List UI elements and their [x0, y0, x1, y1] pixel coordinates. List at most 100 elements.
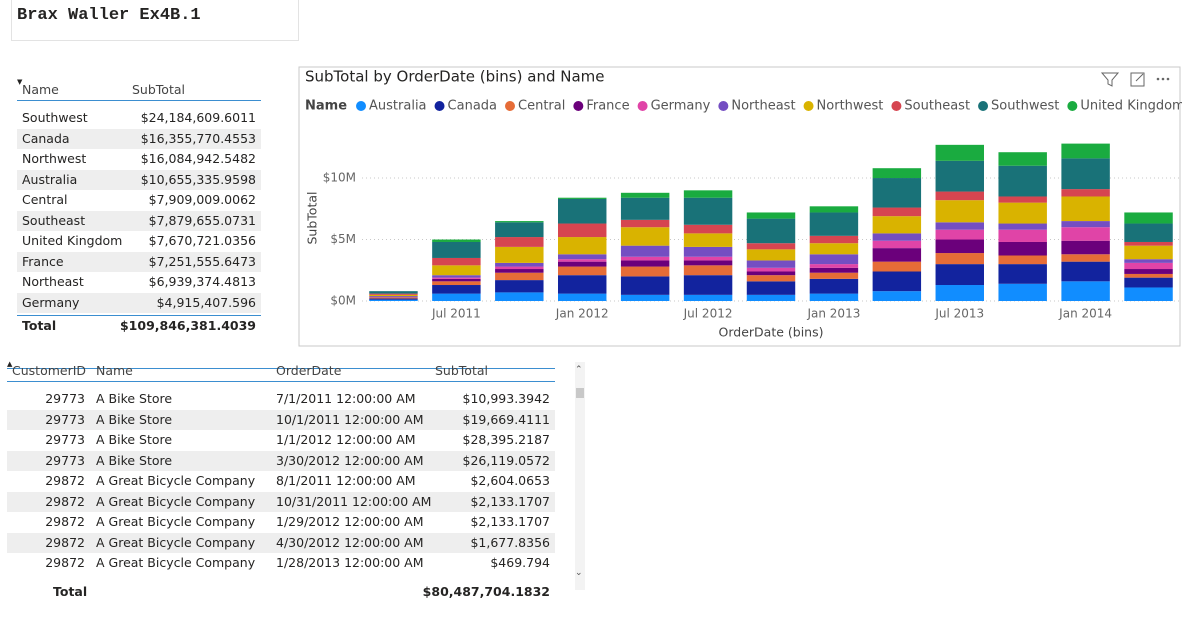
- table-cell: France: [22, 253, 64, 269]
- table-cell: $16,084,942.5482: [140, 151, 256, 166]
- bar-segment: [809, 235, 859, 244]
- table-cell: A Bike Store: [96, 391, 173, 406]
- bar-segment: [683, 224, 733, 234]
- bar-segment: [369, 299, 418, 301]
- bar-segment: [683, 265, 733, 276]
- table-cell: 29872: [45, 514, 85, 529]
- legend-label: France: [586, 99, 629, 114]
- bar-segment: [998, 223, 1047, 230]
- bar-segment: [872, 233, 922, 241]
- chart-title: SubTotal by OrderDate (bins) and Name: [305, 68, 605, 86]
- bar-segment: [1061, 196, 1110, 222]
- chart-visual: SubTotal by OrderDate (bins) and Name Na…: [298, 66, 1182, 347]
- bar-segment: [558, 266, 607, 276]
- scroll-thumb[interactable]: [576, 388, 584, 398]
- bar-segment: [746, 249, 796, 261]
- bar-segment: [495, 262, 544, 267]
- table-cell: 10/31/2011 12:00:00 AM: [276, 493, 431, 509]
- legend-title: Name: [305, 99, 347, 114]
- legend-swatch: [356, 101, 367, 111]
- table-row: 29773 A Bike Store 10/1/2011 12:00:00 AM $1…: [7, 409, 555, 430]
- table-cell: $4,915,407.596: [156, 294, 256, 310]
- bar-segment: [998, 229, 1047, 242]
- table-cell: $10,655,335.9598: [140, 171, 256, 187]
- bar-segment: [495, 221, 544, 223]
- bar-segment: [935, 264, 984, 286]
- bar-segment: [809, 293, 859, 301]
- legend-swatch: [891, 101, 902, 111]
- table-cell: 29872: [45, 493, 85, 509]
- y-tick-label: $0M: [330, 294, 356, 308]
- legend-swatch: [978, 101, 989, 111]
- bar-segment: [495, 272, 544, 281]
- bar-segment: [746, 294, 796, 301]
- bar-segment: [1061, 221, 1110, 228]
- bar-segment: [1061, 227, 1110, 241]
- visual-border: [298, 66, 1181, 347]
- detail-table: CustomerID Name OrderDate SubTotal ▲ 29773 A B…: [7, 360, 557, 605]
- bar-segment: [1124, 241, 1173, 246]
- table-cell: Canada: [22, 130, 70, 146]
- scroll-up[interactable]: ⌃: [575, 365, 583, 375]
- bar-segment: [432, 277, 481, 279]
- bar-segment: [809, 264, 859, 268]
- table-row: Central $7,909,009.0062: [17, 190, 261, 210]
- x-tick-label: Jul 2012: [683, 307, 733, 321]
- table-cell: 10/1/2011 12:00:00 AM: [276, 411, 424, 427]
- bar-segment: [746, 243, 796, 250]
- bar-segment: [432, 239, 481, 242]
- table-cell: A Bike Store: [96, 432, 173, 447]
- table-cell: A Bike Store: [96, 411, 173, 427]
- table-row: Southeast $7,879,655.0731: [17, 210, 261, 231]
- legend-swatch: [434, 101, 445, 111]
- bar-segment: [872, 207, 922, 217]
- x-tick-label: Jan 2014: [1058, 307, 1112, 321]
- table-cell: $2,604.0653: [470, 473, 550, 488]
- filter-icon[interactable]: [1100, 72, 1120, 87]
- table-cell: 3/30/2012 12:00:00 AM: [276, 452, 424, 468]
- bar-segment: [1061, 254, 1110, 262]
- table-cell: $2,133.1707: [470, 493, 550, 509]
- header-row: Name SubTotal: [17, 80, 261, 101]
- bar-segment: [872, 291, 922, 301]
- focus-icon[interactable]: [1130, 72, 1145, 87]
- bar-segment: [1061, 189, 1110, 197]
- legend-label: United Kingdom: [1080, 99, 1182, 114]
- bar-segment: [998, 165, 1047, 197]
- bar-segment: [369, 298, 418, 300]
- table-row: Northwest $16,084,942.5482: [17, 149, 261, 169]
- bar-segment: [809, 272, 859, 279]
- table-cell: Northwest: [22, 151, 87, 166]
- table-row: Canada $16,355,770.4553: [17, 128, 261, 149]
- table-cell: 29872: [45, 534, 85, 550]
- table-cell: Australia: [22, 171, 78, 187]
- legend-swatch: [505, 101, 515, 111]
- x-axis-title: OrderDate (bins): [719, 325, 824, 340]
- table-row: 29773 A Bike Store 1/1/2012 12:00:00 AM $28…: [7, 430, 555, 450]
- table-cell: Northeast: [22, 274, 84, 289]
- y-tick-label: $5M: [330, 232, 356, 246]
- table-cell: A Great Bicycle Company: [96, 473, 256, 488]
- bar-segment: [809, 267, 859, 273]
- bar-segment: [1061, 261, 1110, 282]
- bar-segment: [1124, 262, 1173, 270]
- scroll-down[interactable]: ⌄: [575, 568, 583, 578]
- table-row: United Kingdom $7,670,721.0356: [17, 231, 261, 251]
- table-row: 29872 A Great Bicycle Company 1/29/2012 12…: [7, 512, 555, 532]
- legend-label: Central: [518, 99, 565, 114]
- bar-segment: [746, 281, 796, 295]
- bar-segment: [1124, 212, 1173, 224]
- bar-segment: [872, 178, 922, 208]
- bar-segment: [683, 246, 733, 257]
- more-icon[interactable]: [1156, 77, 1170, 81]
- total-cell: $80,487,704.1832: [422, 584, 550, 599]
- bar-segment: [872, 216, 922, 234]
- bar-segment: [432, 275, 481, 278]
- bar-segment: [495, 222, 544, 238]
- bar-segment: [935, 191, 984, 201]
- scrollbar[interactable]: ⌃ ⌄: [575, 362, 585, 590]
- bar-segment: [620, 256, 670, 261]
- table-cell: $26,119.0572: [462, 452, 550, 468]
- bar-segment: [1061, 158, 1110, 190]
- bar-segment: [872, 248, 922, 262]
